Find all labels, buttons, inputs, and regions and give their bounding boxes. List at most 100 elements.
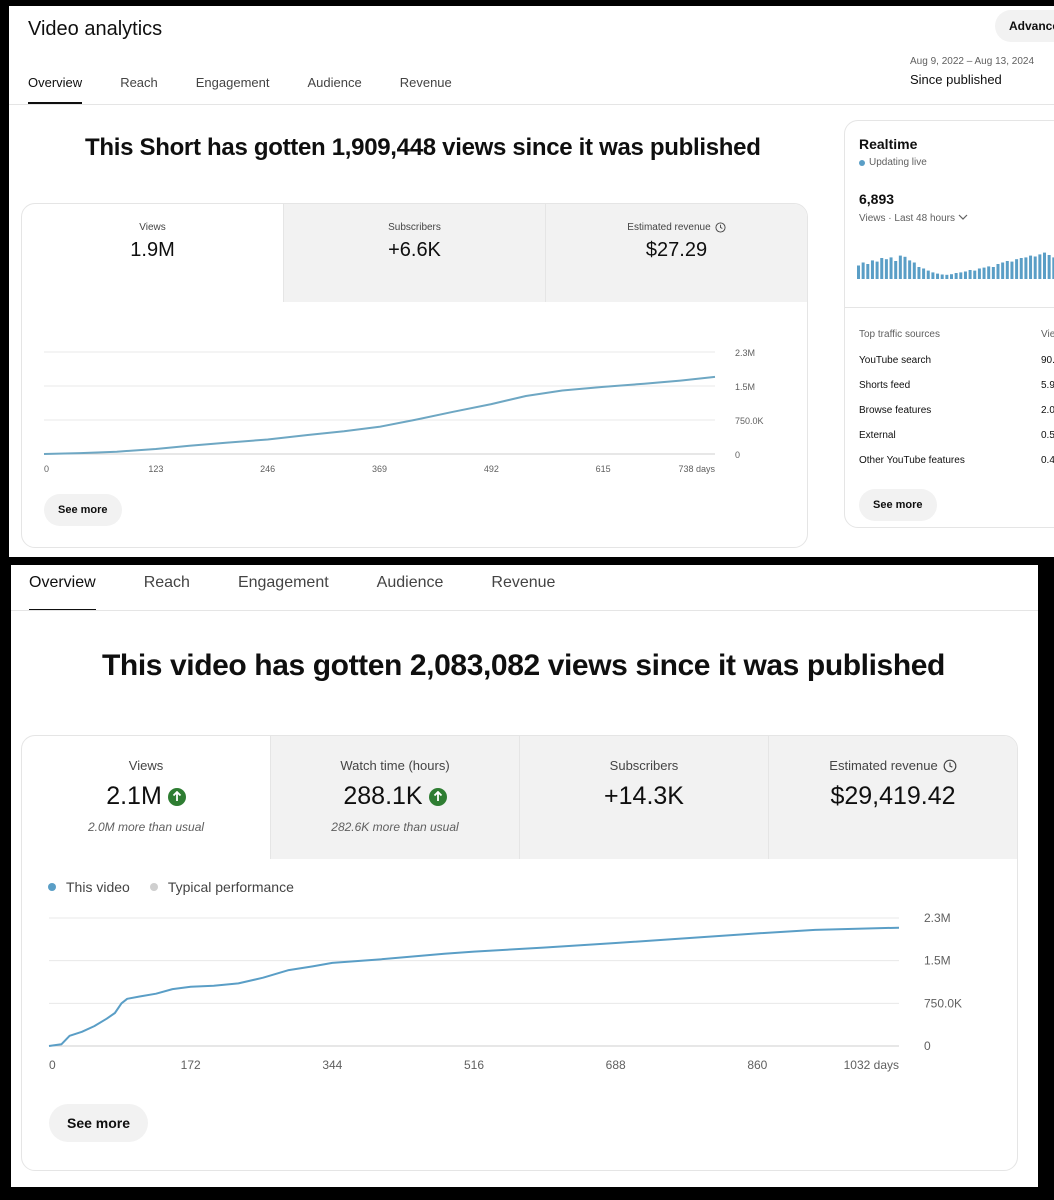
- x-tick-label: 492: [484, 464, 499, 474]
- metric-value: $29,419.42: [830, 782, 956, 810]
- realtime-bar: [1015, 259, 1019, 279]
- realtime-bar: [940, 274, 944, 279]
- source-value: 5.9%: [1041, 380, 1054, 391]
- advanced-mode-button[interactable]: Advance: [995, 10, 1054, 42]
- tab-engagement[interactable]: Engagement: [195, 75, 270, 90]
- realtime-bar: [908, 260, 912, 279]
- source-value: 0.4%: [1041, 455, 1054, 466]
- arrow-up-icon: [167, 787, 186, 806]
- metric-estimated-revenue[interactable]: Estimated revenue $29,419.42: [769, 736, 1017, 859]
- realtime-bar: [991, 267, 995, 279]
- metric-label: Subscribers: [609, 758, 679, 773]
- metric-label: Subscribers: [388, 222, 441, 233]
- live-label: Updating live: [869, 157, 927, 168]
- y-tick-label: 0: [924, 1039, 931, 1053]
- realtime-range-selector[interactable]: Views · Last 48 hours: [859, 213, 968, 224]
- realtime-bar: [954, 273, 958, 279]
- realtime-bar: [880, 258, 884, 279]
- metric-watch-time[interactable]: Watch time (hours) 288.1K 282.6K more th…: [271, 736, 520, 859]
- tab-audience[interactable]: Audience: [376, 574, 444, 591]
- views-chart: 0 750.0K 1.5M 2.3M 0 123 246 369 492 615 738 days: [43, 348, 764, 474]
- date-range[interactable]: Aug 9, 2022 – Aug 13, 2024: [910, 56, 1034, 67]
- chart-legend: This video Typical performance: [48, 879, 294, 895]
- metric-label: Views: [139, 222, 166, 233]
- divider: [845, 307, 1054, 308]
- metric-estimated-revenue[interactable]: Estimated revenue $27.29: [546, 204, 807, 302]
- table-row: Shorts feed 5.9%: [859, 380, 1054, 405]
- realtime-bar: [977, 268, 981, 279]
- x-tick-label: 1032 days: [844, 1058, 899, 1072]
- realtime-bar: [884, 259, 888, 279]
- x-tick-label: 123: [148, 464, 163, 474]
- realtime-bar: [894, 261, 898, 279]
- live-dot-icon: [859, 159, 865, 166]
- source-label: Shorts feed: [859, 380, 911, 391]
- short-analytics-panel: Video analytics Advance Overview Reach E…: [9, 6, 1054, 557]
- y-tick-label: 1.5M: [735, 382, 755, 392]
- date-range-label[interactable]: Since published: [910, 72, 1002, 87]
- header-label: Top traffic sources: [859, 329, 940, 340]
- tab-reach[interactable]: Reach: [120, 75, 158, 90]
- source-value: 0.5%: [1041, 430, 1054, 441]
- realtime-bar: [959, 272, 963, 279]
- tab-revenue[interactable]: Revenue: [399, 75, 452, 90]
- see-more-button[interactable]: See more: [44, 494, 122, 526]
- views-chart: 0 750.0K 1.5M 2.3M 0 172 344 516 688 860 1032 days: [48, 911, 962, 1072]
- source-label: Browse features: [859, 405, 932, 416]
- x-tick-label: 172: [181, 1058, 201, 1072]
- realtime-bar: [857, 265, 860, 279]
- realtime-bar: [926, 270, 930, 279]
- realtime-bar: [870, 260, 874, 279]
- table-header: Top traffic sources Views: [859, 329, 1054, 355]
- realtime-bar: [912, 262, 916, 279]
- metric-tabs: Views 1.9M Subscribers +6.6K Estimated r…: [22, 204, 807, 302]
- table-row: YouTube search 90.5%: [859, 355, 1054, 380]
- tab-overview[interactable]: Overview: [29, 571, 96, 611]
- legend-swatch: [149, 883, 158, 891]
- table-row: Browse features 2.0%: [859, 405, 1054, 430]
- tab-audience[interactable]: Audience: [307, 75, 362, 90]
- realtime-bar: [889, 257, 893, 279]
- realtime-bar: [982, 267, 986, 279]
- metric-subscribers[interactable]: Subscribers +14.3K: [520, 736, 769, 859]
- realtime-see-more-button[interactable]: See more: [859, 489, 937, 521]
- headline: This Short has gotten 1,909,448 views si…: [85, 134, 761, 161]
- realtime-bar: [950, 274, 953, 279]
- x-tick-label: 344: [322, 1058, 342, 1072]
- clock-icon: [715, 222, 726, 233]
- realtime-bar-chart: [857, 252, 1054, 279]
- tab-overview[interactable]: Overview: [28, 74, 83, 104]
- realtime-bar: [875, 261, 879, 279]
- realtime-bar: [931, 272, 935, 279]
- headline: This video has gotten 2,083,082 views si…: [102, 649, 945, 682]
- metric-label: Views: [128, 758, 164, 773]
- realtime-bar: [1043, 252, 1046, 279]
- realtime-bar: [1019, 258, 1023, 279]
- metric-value: 288.1K: [343, 782, 423, 810]
- source-label: Other YouTube features: [859, 455, 965, 466]
- x-tick-label: 860: [747, 1058, 767, 1072]
- table-row: Other YouTube features 0.4%: [859, 455, 1054, 480]
- y-tick-label: 2.3M: [924, 911, 951, 925]
- metric-views[interactable]: Views 2.1M 2.0M more than usual: [22, 736, 271, 859]
- source-value: 90.5%: [1041, 355, 1054, 366]
- divider: [9, 104, 1054, 105]
- tab-revenue[interactable]: Revenue: [491, 574, 556, 591]
- legend-item-typical-performance: Typical performance: [149, 879, 294, 895]
- y-tick-label: 2.3M: [735, 348, 755, 358]
- realtime-bar: [866, 264, 870, 279]
- traffic-sources-table: Top traffic sources Views YouTube search…: [859, 329, 1054, 480]
- see-more-button[interactable]: See more: [49, 1104, 149, 1142]
- legend-label: This video: [66, 879, 130, 895]
- source-label: YouTube search: [859, 355, 932, 366]
- tab-reach[interactable]: Reach: [143, 574, 190, 591]
- tab-engagement[interactable]: Engagement: [237, 574, 329, 591]
- x-tick-label: 369: [372, 464, 387, 474]
- realtime-bar: [903, 256, 907, 279]
- arrow-up-icon: [428, 787, 447, 806]
- realtime-bar: [861, 262, 865, 279]
- realtime-bar: [1024, 257, 1028, 279]
- metric-views[interactable]: Views 1.9M: [22, 204, 284, 302]
- metric-subscribers[interactable]: Subscribers +6.6K: [284, 204, 546, 302]
- metric-note: 282.6K more than usual: [331, 820, 459, 834]
